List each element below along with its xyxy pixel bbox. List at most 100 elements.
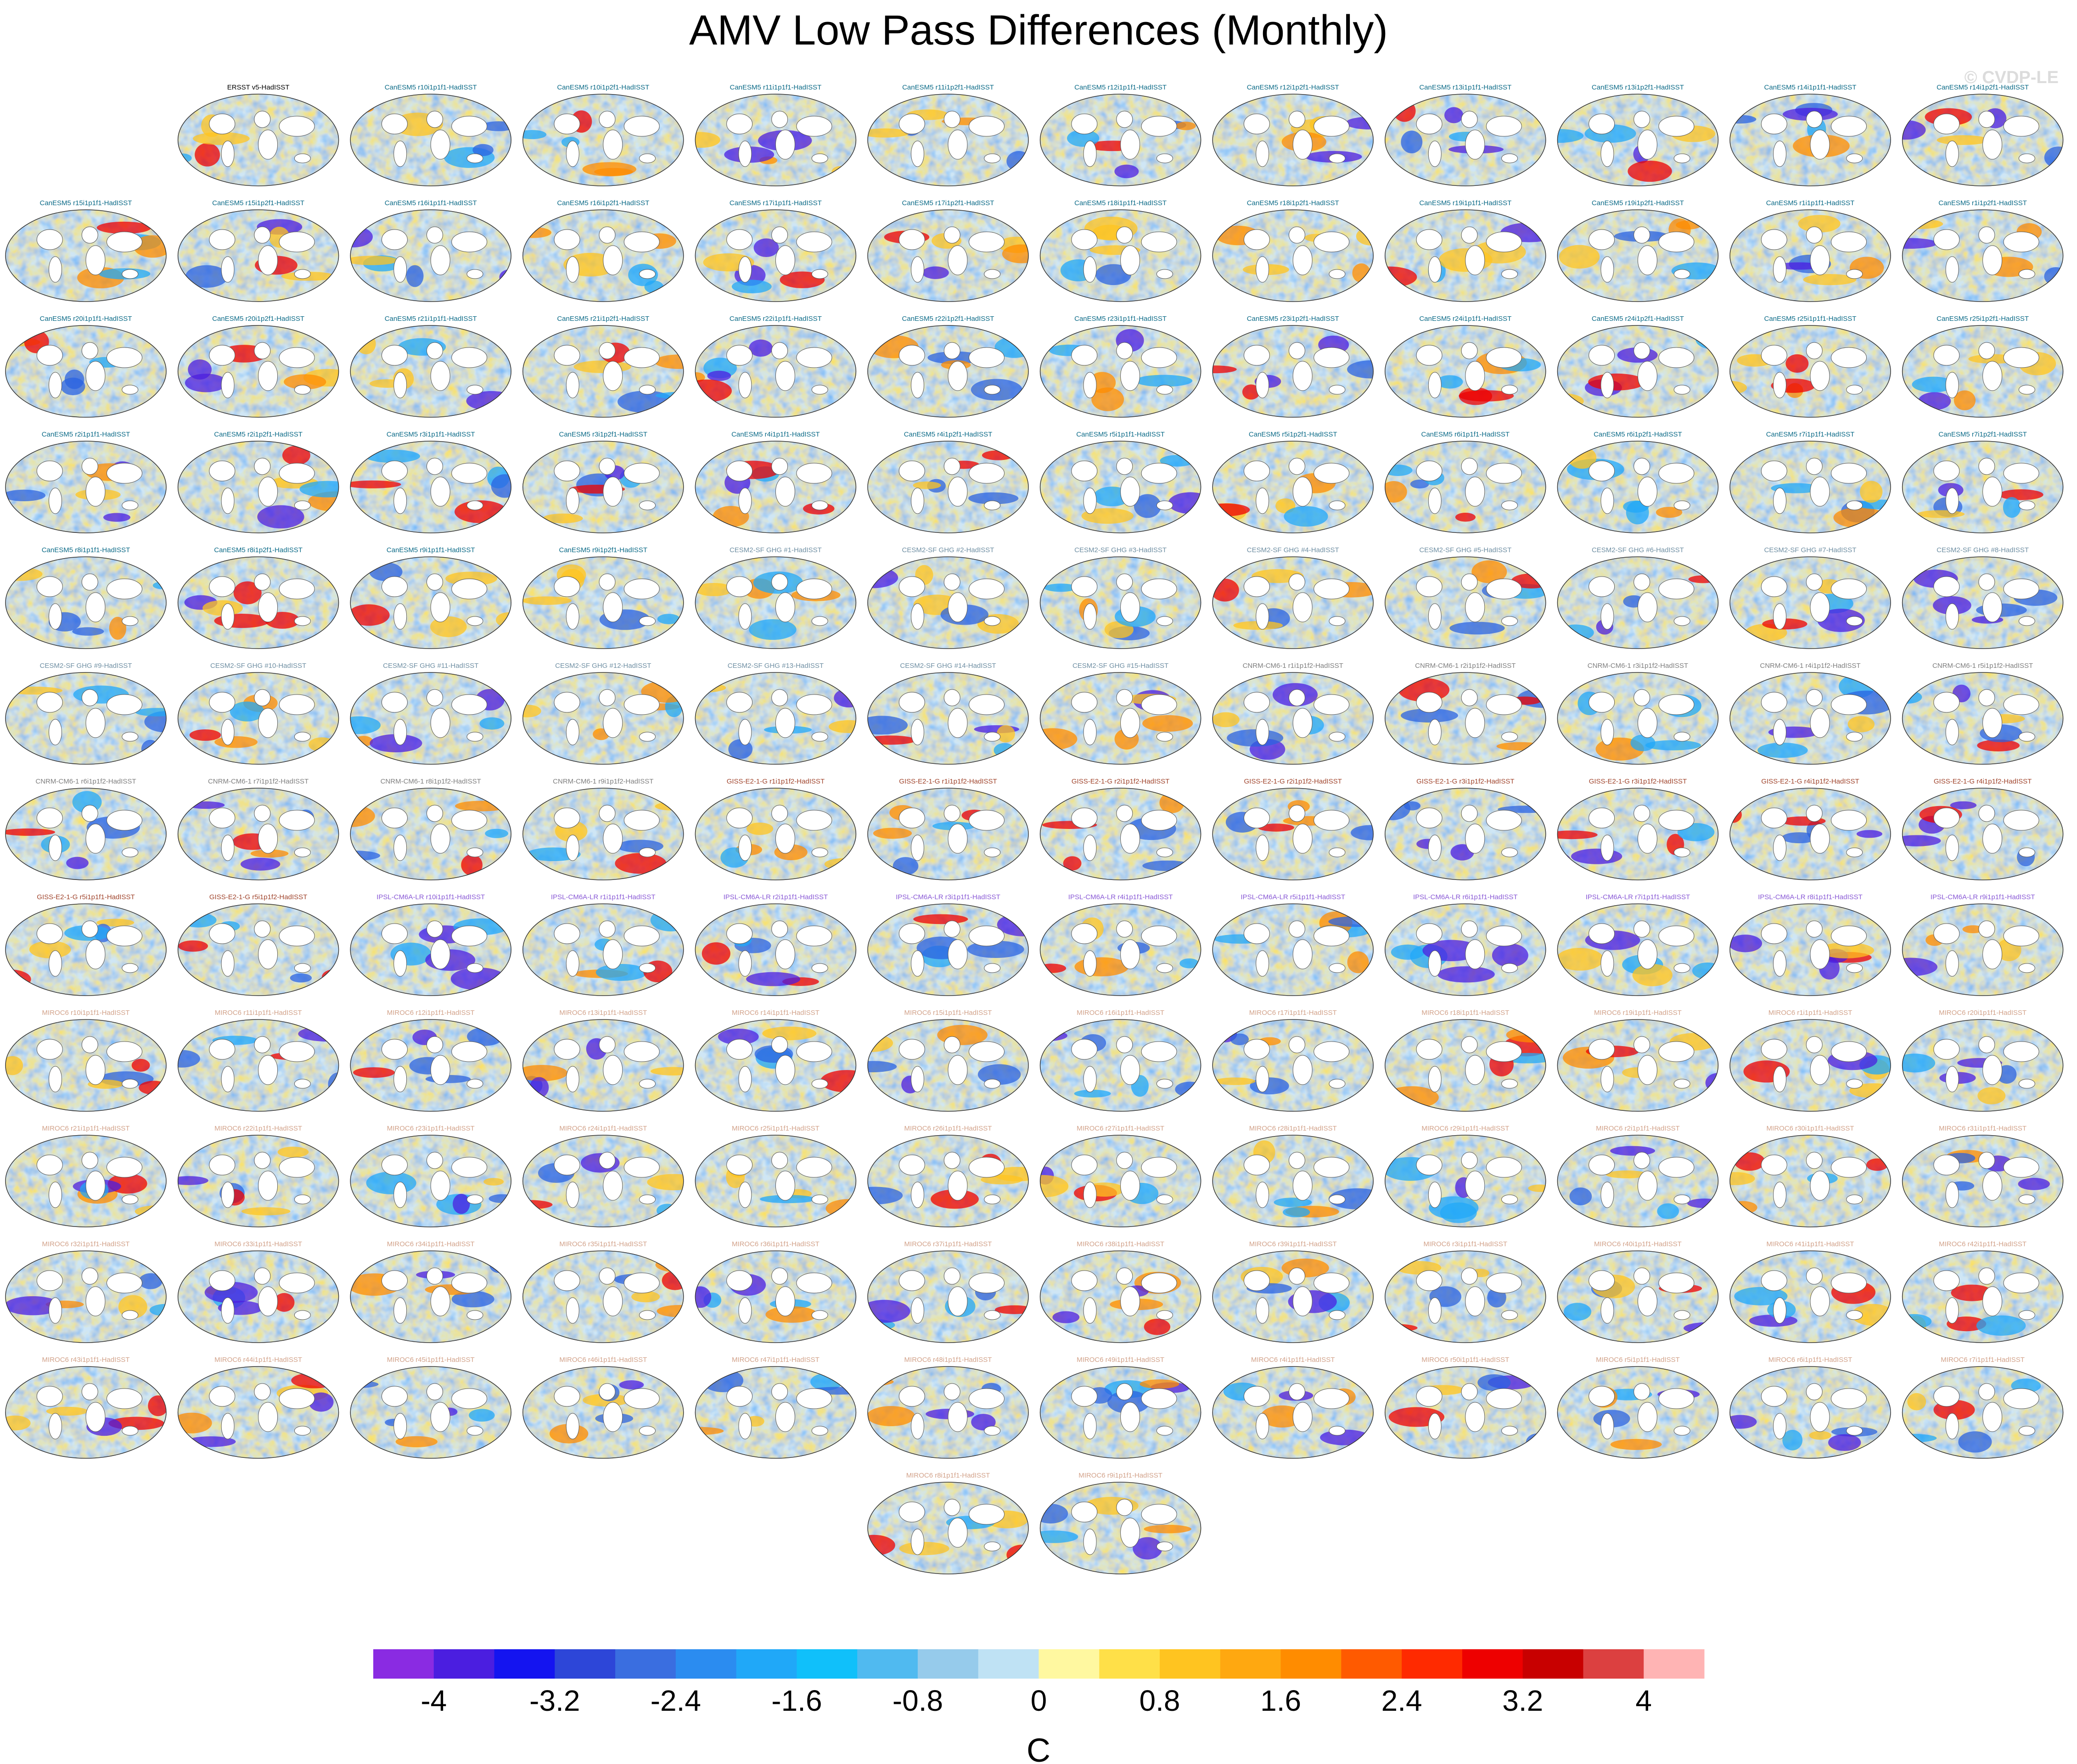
panel-label: GISS-E2-1-G r4i1p1f2-HadISST (1934, 778, 2032, 785)
chart-title: AMV Low Pass Differences (Monthly) (689, 7, 1388, 54)
colorbar-tick-label: 3.2 (1502, 1684, 1543, 1717)
colorbar-box (978, 1649, 1039, 1679)
map-panel: GISS-E2-1-G r1i1p1f2-HadISST (695, 778, 857, 880)
panel-label: CanESM5 r16i1p2f1-HadISST (557, 199, 649, 207)
panel-label: GISS-E2-1-G r5i1p1f1-HadISST (37, 893, 135, 901)
colorbar-tick-label: -3.2 (529, 1684, 580, 1717)
panel-label: ERSST v5-HadISST (227, 84, 290, 91)
panel-label: CanESM5 r19i1p2f1-HadISST (1592, 199, 1684, 207)
panel-label: MIROC6 r31i1p1f1-HadISST (1939, 1125, 2026, 1132)
panel-label: GISS-E2-1-G r2i1p1f2-HadISST (1072, 778, 1169, 785)
panel-label: MIROC6 r32i1p1f1-HadISST (42, 1240, 130, 1248)
map-panel: IPSL-CM6A-LR r6i1p1f1-HadISST (1385, 893, 1546, 996)
panel-label: CanESM5 r5i1p1f1-HadISST (1076, 431, 1165, 438)
colorbar-box (736, 1649, 797, 1679)
map-panel: MIROC6 r11i1p1f1-HadISST (177, 1009, 339, 1112)
panel-label: CESM2-SF GHG #15-HadISST (1072, 662, 1168, 670)
map-panel: MIROC6 r49i1p1f1-HadISST (1039, 1356, 1201, 1459)
map-panel: GISS-E2-1-G r3i1p1f2-HadISST (1385, 778, 1546, 880)
colorbar-box (1220, 1649, 1281, 1679)
panel-label: GISS-E2-1-G r3i1p1f2-HadISST (1589, 778, 1687, 785)
panel-label: MIROC6 r18i1p1f1-HadISST (1421, 1009, 1509, 1017)
panel-label: CanESM5 r1i1p2f1-HadISST (1938, 199, 2027, 207)
map-panel: MIROC6 r14i1p1f1-HadISST (695, 1009, 857, 1112)
map-panel: CanESM5 r22i1p1f1-HadISST (695, 315, 857, 418)
map-panel: MIROC6 r41i1p1f1-HadISST (1729, 1240, 1891, 1343)
map-panel: GISS-E2-1-G r2i1p1f2-HadISST (1212, 778, 1374, 880)
panel-label: CanESM5 r24i1p1f1-HadISST (1419, 315, 1511, 323)
map-panel: CanESM5 r13i1p1f1-HadISST (1385, 84, 1546, 186)
map-panel: CanESM5 r1i1p2f1-HadISST (1902, 199, 2064, 302)
panel-label: MIROC6 r17i1p1f1-HadISST (1249, 1009, 1337, 1017)
map-panel: MIROC6 r7i1p1f1-HadISST (1902, 1356, 2064, 1459)
map-panel: CNRM-CM6-1 r7i1p1f2-HadISST (177, 778, 339, 880)
colorbar-tick-label: -1.6 (771, 1684, 822, 1717)
map-panel: CanESM5 r8i1p2f1-HadISST (177, 546, 339, 649)
map-panel: CanESM5 r18i1p1f1-HadISST (1039, 199, 1201, 302)
panel-label: MIROC6 r34i1p1f1-HadISST (387, 1240, 475, 1248)
colorbar-box (1160, 1649, 1221, 1679)
panel-label: IPSL-CM6A-LR r1i1p1f1-HadISST (551, 893, 656, 901)
map-panel: CanESM5 r11i1p2f1-HadISST (867, 84, 1029, 186)
panel-label: MIROC6 r11i1p1f1-HadISST (215, 1009, 302, 1017)
map-panel: CNRM-CM6-1 r6i1p1f2-HadISST (5, 778, 167, 880)
panel-label: CanESM5 r25i1p2f1-HadISST (1937, 315, 2029, 323)
panel-label: MIROC6 r23i1p1f1-HadISST (387, 1125, 475, 1132)
colorbar-box (675, 1649, 737, 1679)
panel-label: CanESM5 r14i1p2f1-HadISST (1937, 84, 2029, 91)
panel-label: CanESM5 r22i1p2f1-HadISST (902, 315, 994, 323)
panel-label: CESM2-SF GHG #1-HadISST (730, 546, 822, 554)
panel-label: MIROC6 r36i1p1f1-HadISST (732, 1240, 820, 1248)
panel-label: MIROC6 r42i1p1f1-HadISST (1939, 1240, 2026, 1248)
map-panel: CanESM5 r20i1p2f1-HadISST (177, 315, 339, 418)
panel-label: GISS-E2-1-G r1i1p1f2-HadISST (727, 778, 825, 785)
map-panel: MIROC6 r29i1p1f1-HadISST (1385, 1125, 1546, 1227)
colorbar-box (1099, 1649, 1160, 1679)
map-panel: MIROC6 r30i1p1f1-HadISST (1729, 1125, 1891, 1227)
panel-label: CanESM5 r15i1p2f1-HadISST (212, 199, 304, 207)
map-panel: MIROC6 r2i1p1f1-HadISST (1557, 1125, 1719, 1227)
map-panel: CanESM5 r2i1p1f1-HadISST (5, 431, 167, 533)
panel-label: CanESM5 r11i1p1f1-HadISST (730, 84, 821, 91)
panel-label: MIROC6 r8i1p1f1-HadISST (906, 1472, 990, 1479)
map-panel: GISS-E2-1-G r2i1p1f2-HadISST (1039, 778, 1201, 880)
panel-label: MIROC6 r30i1p1f1-HadISST (1767, 1125, 1854, 1132)
panel-label: IPSL-CM6A-LR r8i1p1f1-HadISST (1758, 893, 1863, 901)
panel-label: CanESM5 r20i1p1f1-HadISST (40, 315, 132, 323)
panel-label: CESM2-SF GHG #11-HadISST (383, 662, 478, 670)
colorbar-box (555, 1649, 616, 1679)
panel-label: CESM2-SF GHG #13-HadISST (728, 662, 824, 670)
panel-label: CESM2-SF GHG #7-HadISST (1764, 546, 1857, 554)
map-panel: MIROC6 r26i1p1f1-HadISST (867, 1125, 1029, 1227)
panel-label: CanESM5 r8i1p2f1-HadISST (214, 546, 303, 554)
map-panel: MIROC6 r50i1p1f1-HadISST (1385, 1356, 1546, 1459)
map-panel: CESM2-SF GHG #1-HadISST (695, 546, 857, 649)
map-panel: CESM2-SF GHG #2-HadISST (867, 546, 1029, 649)
map-panel: CanESM5 r16i1p1f1-HadISST (350, 199, 511, 302)
map-panel: CNRM-CM6-1 r4i1p1f2-HadISST (1729, 662, 1891, 765)
map-panel: MIROC6 r23i1p1f1-HadISST (350, 1125, 511, 1227)
panel-label: MIROC6 r4i1p1f1-HadISST (1251, 1356, 1335, 1364)
panel-label: CanESM5 r3i1p1f1-HadISST (387, 431, 475, 438)
map-panel: CNRM-CM6-1 r3i1p1f2-HadISST (1557, 662, 1719, 765)
colorbar-box (373, 1649, 434, 1679)
panel-label: CESM2-SF GHG #12-HadISST (555, 662, 651, 670)
panel-label: CNRM-CM6-1 r3i1p1f2-HadISST (1588, 662, 1688, 670)
panel-label: CNRM-CM6-1 r2i1p1f2-HadISST (1415, 662, 1516, 670)
panel-label: MIROC6 r24i1p1f1-HadISST (559, 1125, 647, 1132)
colorbar-tick-label: -0.8 (893, 1684, 943, 1717)
map-panel: MIROC6 r32i1p1f1-HadISST (5, 1240, 167, 1343)
panel-label: MIROC6 r10i1p1f1-HadISST (42, 1009, 130, 1017)
map-panel: IPSL-CM6A-LR r4i1p1f1-HadISST (1039, 893, 1201, 996)
panel-label: GISS-E2-1-G r2i1p1f2-HadISST (1244, 778, 1342, 785)
panel-label: MIROC6 r43i1p1f1-HadISST (42, 1356, 130, 1364)
panel-label: MIROC6 r16i1p1f1-HadISST (1077, 1009, 1164, 1017)
map-panel: CanESM5 r7i1p1f1-HadISST (1729, 431, 1891, 533)
colorbar-box (494, 1649, 555, 1679)
map-panel: CanESM5 r13i1p2f1-HadISST (1557, 84, 1719, 186)
map-panel: IPSL-CM6A-LR r10i1p1f1-HadISST (350, 893, 511, 996)
map-panel: CanESM5 r25i1p2f1-HadISST (1902, 315, 2064, 418)
panel-label: GISS-E2-1-G r5i1p1f2-HadISST (209, 893, 307, 901)
panel-label: MIROC6 r6i1p1f1-HadISST (1768, 1356, 1852, 1364)
map-panel: CanESM5 r19i1p2f1-HadISST (1557, 199, 1719, 302)
